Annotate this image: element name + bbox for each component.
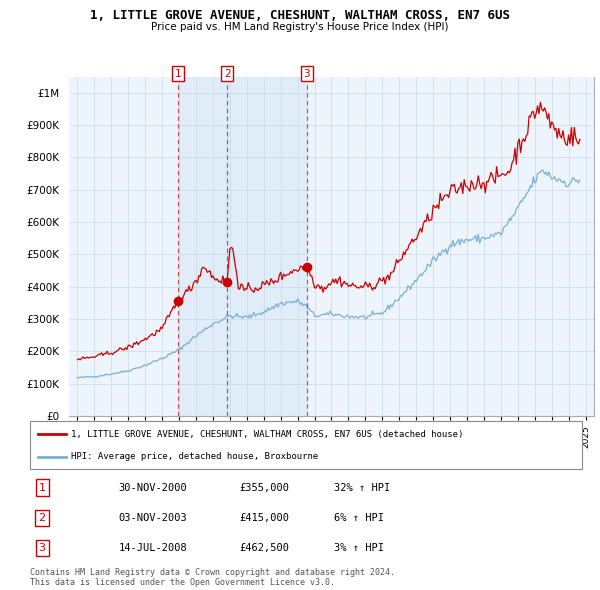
Text: HPI: Average price, detached house, Broxbourne: HPI: Average price, detached house, Brox…: [71, 453, 319, 461]
Text: 03-NOV-2003: 03-NOV-2003: [118, 513, 187, 523]
Text: 3: 3: [304, 69, 310, 78]
Text: Price paid vs. HM Land Registry's House Price Index (HPI): Price paid vs. HM Land Registry's House …: [151, 22, 449, 32]
Bar: [227, 77, 307, 416]
Text: £355,000: £355,000: [239, 483, 289, 493]
Text: 1, LITTLE GROVE AVENUE, CHESHUNT, WALTHAM CROSS, EN7 6US: 1, LITTLE GROVE AVENUE, CHESHUNT, WALTHA…: [90, 9, 510, 22]
Text: 30-NOV-2000: 30-NOV-2000: [118, 483, 187, 493]
Text: £415,000: £415,000: [239, 513, 289, 523]
Text: 1: 1: [38, 483, 46, 493]
Text: 2: 2: [38, 513, 46, 523]
Text: Contains HM Land Registry data © Crown copyright and database right 2024.
This d: Contains HM Land Registry data © Crown c…: [30, 568, 395, 587]
Text: 2: 2: [224, 69, 230, 78]
Text: 14-JUL-2008: 14-JUL-2008: [118, 543, 187, 553]
Text: 3: 3: [38, 543, 46, 553]
Text: £462,500: £462,500: [239, 543, 289, 553]
Bar: [178, 77, 227, 416]
Text: 3% ↑ HPI: 3% ↑ HPI: [334, 543, 383, 553]
Text: 6% ↑ HPI: 6% ↑ HPI: [334, 513, 383, 523]
Text: 32% ↑ HPI: 32% ↑ HPI: [334, 483, 390, 493]
Text: 1: 1: [175, 69, 181, 78]
Text: 1, LITTLE GROVE AVENUE, CHESHUNT, WALTHAM CROSS, EN7 6US (detached house): 1, LITTLE GROVE AVENUE, CHESHUNT, WALTHA…: [71, 430, 464, 439]
